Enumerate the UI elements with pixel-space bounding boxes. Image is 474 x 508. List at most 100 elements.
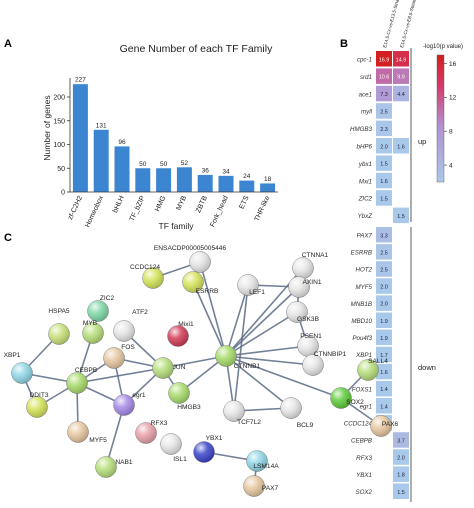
network-node-label: ZIC2 [100,295,115,302]
heatmap-row-label: YBX1 [356,472,372,479]
bar-value-label: 227 [75,77,86,84]
network-node-label: egr1 [132,392,146,399]
network-node-shine [243,475,265,497]
heatmap-cell [376,120,392,137]
network-node: DDIT3 [26,392,49,418]
heatmap-cell [376,398,392,414]
heatmap-cell-value: 1.6 [380,179,388,185]
network-node: PAX7 [243,475,279,497]
heatmap-cell [376,85,392,102]
network-node-shine [26,396,48,418]
network-node: CTNNBIP1 [302,351,347,376]
network-node-label: PSEN1 [300,333,322,340]
network-node-label: PAX7 [262,485,279,492]
network-node: LSM14A [246,450,279,472]
network-node-label: CTNNB1 [234,363,261,370]
heatmap-cell-value: 2.3 [380,127,388,133]
network-node: NAB1 [95,456,133,478]
bar [72,84,88,192]
heatmap-row-label: XBP1 [355,352,372,359]
network-node-shine [280,397,302,419]
bar-value-label: 24 [243,173,251,180]
heatmap-cell-value: 1.5 [397,490,405,496]
network-node: Mixi1 [167,321,194,347]
colorbar-tick-label: 16 [449,61,457,68]
network-node: RFX3 [135,420,168,444]
network-node-shine [152,357,174,379]
heatmap-row-label: YbxZ [358,213,373,220]
y-tick-label: 200 [53,95,65,102]
heatmap-row-label: myll [361,109,373,116]
network-node: PSEN1 [297,333,322,357]
network-node-label: SOX2 [346,399,364,406]
network-node-shine [113,394,135,416]
heatmap-cell [393,483,409,499]
heatmap-cell-value: 2.5 [380,110,388,116]
heatmap-cell [376,363,392,380]
network-node-label: LSM14A [253,463,279,470]
network-node: ZIC2 [87,295,115,322]
network-node: CCDC124 [130,264,164,289]
heatmap-cell [376,346,392,363]
network-node-label: ESRRB [196,288,219,295]
network-node-label: ISL1 [173,456,187,463]
network-node: CTNNB1 [215,345,261,370]
heatmap-cell [376,155,392,171]
network-node: BCL9 [280,397,314,429]
heatmap-cell-value: 1.7 [380,353,388,359]
colorbar-tick-label: 12 [449,95,457,102]
network-node: MYF5 [67,421,107,444]
heatmap-row-label: CCDC124 [344,421,373,428]
heatmap-cell [376,68,392,84]
heatmap-row-label: Mxi1 [359,178,372,185]
heatmap-row-label: MNB1B [351,301,372,308]
heatmap-cell [376,190,392,206]
network-edge [225,355,292,409]
network-node: HMGB3 [168,382,201,411]
network-node-label: ATF2 [132,309,148,316]
heatmap-cell [376,380,392,397]
network-edge [225,286,300,357]
heatmap-row-label: ybx1 [358,161,372,168]
heatmap-cell-value: 1.6 [380,370,388,376]
network-node-shine [160,433,182,455]
network-node-shine [67,421,89,443]
bar [135,168,151,192]
network-node-label: NAB1 [115,459,133,466]
bar [260,183,276,192]
network-node-label: Mixi1 [178,321,194,328]
heatmap-cell [393,207,409,224]
network-node-label: FOS [121,344,135,351]
heatmap-cell [376,172,392,189]
network-edge [76,367,164,384]
network-node-label: RFX3 [151,420,168,427]
heatmap-row-label: Pou4f3 [352,335,372,342]
panel-a-letter: A [4,38,12,50]
bar-value-label: 52 [181,160,189,167]
panel-b-letter: B [340,38,348,50]
heatmap-cell [393,432,409,448]
heatmap-cell-value: 2.0 [380,285,388,291]
heatmap-cell [393,449,409,465]
bar-value-label: 34 [222,168,230,175]
heatmap-cell [376,329,392,346]
y-tick-label: 150 [53,118,65,125]
network-node-label: MYB [83,320,98,327]
network-node-label: MYF5 [89,437,107,444]
network-node: AXIN1 [288,276,322,298]
network-node-shine [142,267,164,289]
network-node-label: CTNNBIP1 [314,351,347,358]
network-node-shine [297,335,319,357]
network-node: JUN [152,357,186,379]
heatmap-cell-value: 2.5 [380,268,388,274]
heatmap-row-label: HMGB3 [350,126,373,133]
heatmap-row-label: bHP6 [357,144,373,151]
heatmap-cell [376,261,392,277]
heatmap-cell-value: 2.5 [380,250,388,256]
bar-value-label: 50 [139,161,147,168]
heatmap-cell-value: 1.5 [380,162,388,168]
heatmap-cell-value: 7.3 [380,92,388,98]
network-node: YBX1 [193,435,223,463]
network-node: XBP1 [4,352,33,384]
